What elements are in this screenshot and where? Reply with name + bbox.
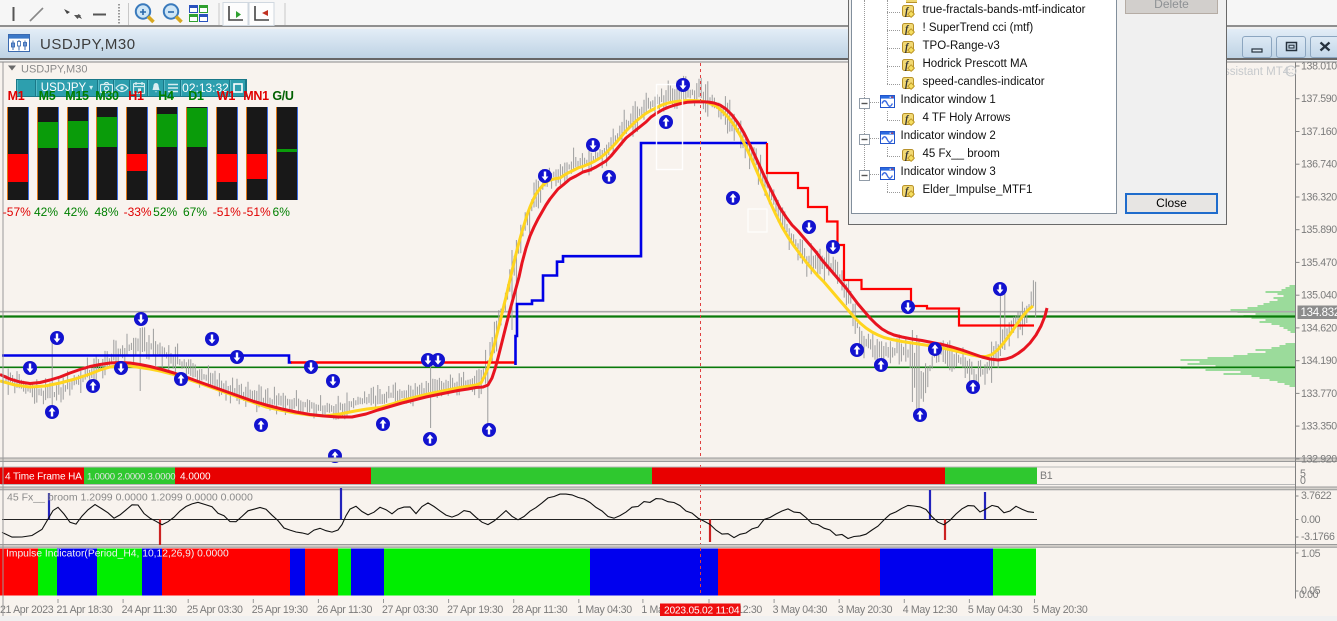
svg-text:4.0000: 4.0000 bbox=[180, 472, 211, 483]
svg-text:1.0000 2.0000 3.0000: 1.0000 2.0000 3.0000 bbox=[87, 472, 175, 483]
svg-text:-3.1766: -3.1766 bbox=[1301, 531, 1335, 543]
svg-text:27 Apr 03:30: 27 Apr 03:30 bbox=[382, 604, 438, 616]
svg-text:137.590: 137.590 bbox=[1301, 93, 1337, 105]
svg-text:136.740: 136.740 bbox=[1301, 159, 1337, 171]
svg-text:134.832: 134.832 bbox=[1301, 307, 1337, 319]
svg-text:132.920: 132.920 bbox=[1301, 453, 1337, 465]
svg-text:25 Apr 03:30: 25 Apr 03:30 bbox=[187, 604, 243, 616]
svg-text:Impulse Indicator(Period_H4, 1: Impulse Indicator(Period_H4, 10,12,26,9)… bbox=[6, 549, 229, 560]
svg-text:27 Apr 19:30: 27 Apr 19:30 bbox=[447, 604, 503, 616]
svg-text:134.620: 134.620 bbox=[1301, 322, 1337, 334]
svg-text:135.040: 135.040 bbox=[1301, 290, 1337, 302]
svg-text:B1: B1 bbox=[1040, 470, 1053, 482]
svg-text:136.320: 136.320 bbox=[1301, 192, 1337, 204]
svg-text:21 Apr 18:30: 21 Apr 18:30 bbox=[57, 604, 113, 616]
svg-text:2023.05.02 11:04: 2023.05.02 11:04 bbox=[664, 606, 740, 617]
svg-text:135.470: 135.470 bbox=[1301, 257, 1337, 269]
svg-text:21 Apr 2023: 21 Apr 2023 bbox=[0, 604, 54, 616]
svg-text:134.190: 134.190 bbox=[1301, 355, 1337, 367]
svg-text:28 Apr 11:30: 28 Apr 11:30 bbox=[512, 604, 568, 616]
svg-text:25 Apr 19:30: 25 Apr 19:30 bbox=[252, 604, 308, 616]
svg-text:5 May 20:30: 5 May 20:30 bbox=[1033, 604, 1088, 616]
svg-text:133.350: 133.350 bbox=[1301, 421, 1337, 433]
svg-text:133.770: 133.770 bbox=[1301, 388, 1337, 400]
svg-text:1 May 04:30: 1 May 04:30 bbox=[577, 604, 632, 616]
svg-text:3 May 20:30: 3 May 20:30 bbox=[838, 604, 893, 616]
svg-text:1.05: 1.05 bbox=[1301, 548, 1321, 560]
svg-text:45 Fx__ broom 1.2099 0.0000 1: 45 Fx__ broom 1.2099 0.0000 1.2099 0.000… bbox=[7, 492, 253, 504]
svg-text:0: 0 bbox=[1300, 475, 1306, 487]
svg-text:4 Time Frame HA: 4 Time Frame HA bbox=[5, 472, 82, 483]
svg-text:135.890: 135.890 bbox=[1301, 224, 1337, 236]
svg-text:USDJPY,M30: USDJPY,M30 bbox=[21, 64, 87, 76]
svg-text:4 May 12:30: 4 May 12:30 bbox=[903, 604, 958, 616]
svg-text:24 Apr 11:30: 24 Apr 11:30 bbox=[122, 604, 178, 616]
svg-text:3.7622: 3.7622 bbox=[1301, 490, 1332, 502]
svg-text:137.160: 137.160 bbox=[1301, 126, 1337, 138]
svg-text:3 May 04:30: 3 May 04:30 bbox=[773, 604, 828, 616]
svg-text:26 Apr 11:30: 26 Apr 11:30 bbox=[317, 604, 373, 616]
svg-text:0.00: 0.00 bbox=[1301, 514, 1321, 526]
svg-text:0.00: 0.00 bbox=[1299, 589, 1319, 601]
svg-text:ssistant MT4: ssistant MT4 bbox=[1224, 66, 1290, 78]
svg-text:5 May 04:30: 5 May 04:30 bbox=[968, 604, 1023, 616]
